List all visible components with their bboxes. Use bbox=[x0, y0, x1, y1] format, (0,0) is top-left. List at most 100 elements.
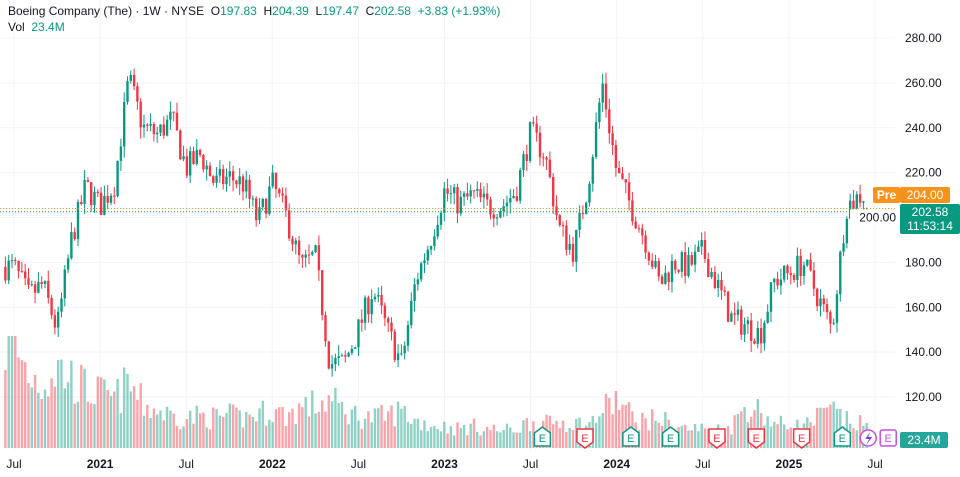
volume-bar bbox=[129, 391, 132, 448]
earnings-label: E bbox=[753, 433, 760, 445]
candle-body bbox=[241, 176, 245, 192]
volume-bar bbox=[373, 408, 377, 448]
candle-body bbox=[443, 188, 446, 213]
candle-body bbox=[819, 298, 822, 307]
volume-bar bbox=[558, 428, 561, 448]
candle-body bbox=[344, 355, 347, 357]
candle-body bbox=[707, 258, 710, 278]
candle-body bbox=[713, 272, 717, 288]
volume-bar bbox=[264, 425, 268, 448]
candle-body bbox=[212, 176, 215, 183]
volume-bar bbox=[598, 416, 601, 448]
candle-body bbox=[604, 83, 608, 110]
volume-bar bbox=[485, 426, 489, 448]
candle-body bbox=[532, 122, 535, 124]
candle-body bbox=[347, 352, 350, 357]
volume-bar bbox=[406, 422, 410, 448]
candle-body bbox=[786, 265, 789, 274]
volume-bar bbox=[139, 383, 142, 448]
volume-bar bbox=[146, 404, 149, 448]
earnings-event-marker[interactable]: E bbox=[533, 426, 552, 447]
candle-body bbox=[452, 187, 456, 194]
volume-bar bbox=[347, 424, 350, 448]
candle-body bbox=[30, 284, 33, 286]
volume-bar bbox=[327, 395, 330, 448]
candle-body bbox=[4, 266, 7, 281]
candle-body bbox=[565, 225, 568, 250]
earnings-label: E bbox=[798, 433, 805, 445]
volume-bar bbox=[690, 430, 693, 448]
volume-bar bbox=[231, 404, 235, 448]
volume-bar bbox=[835, 408, 839, 448]
price-axis-label-bg bbox=[850, 209, 897, 225]
candle-body bbox=[634, 221, 637, 229]
volume-bar bbox=[551, 424, 555, 448]
candle-body bbox=[796, 255, 799, 280]
earnings-event-marker[interactable]: E bbox=[661, 426, 680, 447]
volume-bar bbox=[604, 393, 608, 448]
earnings-event-marker[interactable]: E bbox=[859, 429, 897, 447]
candle-body bbox=[855, 194, 858, 209]
volume-bar bbox=[525, 417, 528, 448]
volume-bar bbox=[380, 404, 383, 448]
time-axis-label: 2024 bbox=[603, 457, 630, 471]
candle-body bbox=[47, 280, 50, 298]
volume-bar bbox=[340, 401, 344, 448]
volume-bar bbox=[825, 407, 829, 448]
candle-body bbox=[406, 325, 410, 346]
volume-bar bbox=[730, 434, 733, 448]
volume-bar bbox=[390, 405, 393, 448]
volume-bar bbox=[218, 415, 222, 448]
candle-body bbox=[495, 217, 499, 219]
volume-bar bbox=[208, 429, 212, 448]
volume-bar bbox=[377, 408, 380, 448]
earnings-miss-icon bbox=[747, 428, 765, 449]
candle-body bbox=[146, 124, 149, 126]
candle-body bbox=[551, 176, 555, 207]
volume-bar bbox=[561, 420, 565, 448]
candle-body bbox=[386, 318, 390, 323]
volume-bar bbox=[159, 410, 162, 448]
earnings-event-marker[interactable]: E bbox=[622, 426, 640, 447]
volume-bar bbox=[697, 431, 700, 448]
volume-bar bbox=[169, 410, 172, 448]
volume-bar bbox=[499, 432, 502, 448]
candle-body bbox=[624, 179, 627, 183]
volume-bar bbox=[162, 420, 165, 448]
candle-body bbox=[340, 355, 344, 357]
candle-body bbox=[776, 278, 779, 286]
earnings-event-marker[interactable]: E bbox=[576, 428, 594, 449]
volume-bar bbox=[456, 422, 459, 448]
candle-body bbox=[370, 299, 373, 315]
candle-body bbox=[829, 312, 832, 324]
volume-bar bbox=[320, 400, 324, 448]
candle-body bbox=[578, 212, 581, 230]
earnings-event-marker[interactable]: E bbox=[747, 428, 765, 449]
earnings-event-marker[interactable]: E bbox=[708, 428, 726, 449]
candle-body bbox=[291, 238, 294, 245]
earnings-event-marker[interactable]: E bbox=[792, 428, 811, 449]
candle-body bbox=[654, 261, 657, 268]
candle-body bbox=[621, 173, 624, 180]
volume-bar bbox=[60, 359, 63, 448]
symbol-title[interactable]: Boeing Company (The) · 1W · NYSE bbox=[8, 4, 205, 18]
candle-body bbox=[723, 290, 726, 292]
volume-bar bbox=[476, 431, 479, 448]
volume-bar bbox=[832, 401, 835, 448]
candle-body bbox=[350, 348, 354, 353]
volume-bar bbox=[518, 432, 522, 448]
volume-bar bbox=[83, 368, 86, 448]
volume-bar bbox=[132, 386, 136, 448]
candle-body bbox=[845, 218, 849, 244]
volume-bar bbox=[469, 423, 472, 448]
candle-body bbox=[733, 313, 736, 315]
volume-bar bbox=[621, 404, 624, 448]
candle-body bbox=[33, 284, 37, 293]
volume-bar bbox=[858, 415, 862, 448]
earnings-event-marker[interactable]: E bbox=[833, 426, 852, 447]
chart-legend: Boeing Company (The) · 1W · NYSE O197.83… bbox=[8, 3, 500, 35]
time-axis-label: Jul bbox=[695, 457, 710, 471]
candle-body bbox=[647, 252, 651, 261]
candle-body bbox=[152, 123, 156, 135]
